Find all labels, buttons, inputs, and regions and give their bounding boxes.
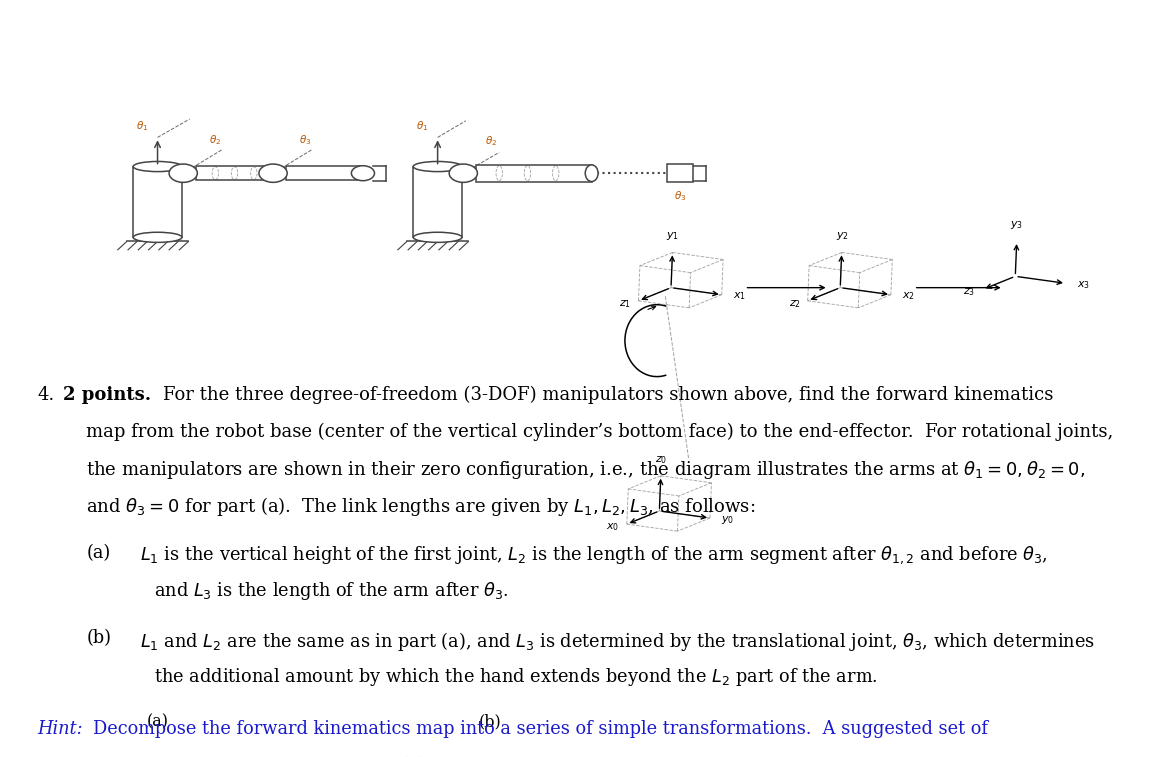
Text: Decompose the forward kinematics map into a series of simple transformations.  A: Decompose the forward kinematics map int… xyxy=(93,721,988,738)
Text: $L_1$ and $L_2$ are the same as in part (a), and $L_3$ is determined by the tran: $L_1$ and $L_2$ are the same as in part … xyxy=(140,630,1095,653)
Text: For the three degree-of-freedom (3-DOF) manipulators shown above, find the forwa: For the three degree-of-freedom (3-DOF) … xyxy=(163,386,1054,404)
Text: Hint:: Hint: xyxy=(37,721,83,738)
Text: $L_1$ is the vertical height of the first joint, $L_2$ is the length of the arm : $L_1$ is the vertical height of the firs… xyxy=(140,544,1048,565)
Text: $x_0$: $x_0$ xyxy=(607,521,620,533)
Ellipse shape xyxy=(133,161,182,172)
Text: (a): (a) xyxy=(147,714,168,731)
FancyBboxPatch shape xyxy=(133,167,182,237)
FancyBboxPatch shape xyxy=(413,167,462,237)
Text: $y_0$: $y_0$ xyxy=(721,513,734,525)
Text: map from the robot base (center of the vertical cylinder’s bottom face) to the e: map from the robot base (center of the v… xyxy=(86,422,1113,441)
Ellipse shape xyxy=(169,164,197,182)
Text: $\theta_1$: $\theta_1$ xyxy=(137,120,148,133)
FancyBboxPatch shape xyxy=(286,166,363,180)
Text: $x_3$: $x_3$ xyxy=(1077,279,1090,291)
Text: $z_0$: $z_0$ xyxy=(655,454,668,466)
Text: $\theta_2$: $\theta_2$ xyxy=(209,132,222,147)
Text: $y_3$: $y_3$ xyxy=(1011,219,1023,231)
Ellipse shape xyxy=(259,164,287,182)
Ellipse shape xyxy=(133,232,182,242)
Text: 4.: 4. xyxy=(37,386,55,404)
Text: the additional amount by which the hand extends beyond the $L_2$ part of the arm: the additional amount by which the hand … xyxy=(154,666,878,688)
Text: $\theta_3$: $\theta_3$ xyxy=(675,189,686,203)
Text: and $L_3$ is the length of the arm after $\theta_3$.: and $L_3$ is the length of the arm after… xyxy=(154,581,509,603)
Ellipse shape xyxy=(351,166,375,181)
Text: $\theta_3$: $\theta_3$ xyxy=(299,132,312,147)
Text: the manipulators are shown in their zero configuration, i.e., the diagram illust: the manipulators are shown in their zero… xyxy=(86,459,1085,481)
Text: (b): (b) xyxy=(86,630,111,647)
Ellipse shape xyxy=(449,164,477,182)
Text: $z_2$: $z_2$ xyxy=(789,298,801,310)
Ellipse shape xyxy=(413,232,462,242)
Text: and $\theta_3 = 0$ for part (a).  The link lengths are given by $L_1, L_2, L_3$,: and $\theta_3 = 0$ for part (a). The lin… xyxy=(86,495,756,518)
Text: (b): (b) xyxy=(478,714,502,731)
FancyBboxPatch shape xyxy=(196,166,273,180)
FancyBboxPatch shape xyxy=(668,164,693,182)
Text: $z_1$: $z_1$ xyxy=(620,298,631,310)
Text: (a): (a) xyxy=(86,544,111,562)
FancyBboxPatch shape xyxy=(476,165,592,182)
Text: 2 points.: 2 points. xyxy=(63,386,152,404)
Text: $z_3$: $z_3$ xyxy=(964,286,976,298)
Ellipse shape xyxy=(413,161,462,172)
Text: $x_2$: $x_2$ xyxy=(902,291,915,302)
Text: $\theta_2$: $\theta_2$ xyxy=(485,135,497,148)
Ellipse shape xyxy=(586,165,598,182)
Text: $\theta_1$: $\theta_1$ xyxy=(417,120,428,133)
Text: $y_2$: $y_2$ xyxy=(836,230,848,242)
Text: $y_1$: $y_1$ xyxy=(666,230,679,242)
Text: $x_1$: $x_1$ xyxy=(733,291,746,302)
